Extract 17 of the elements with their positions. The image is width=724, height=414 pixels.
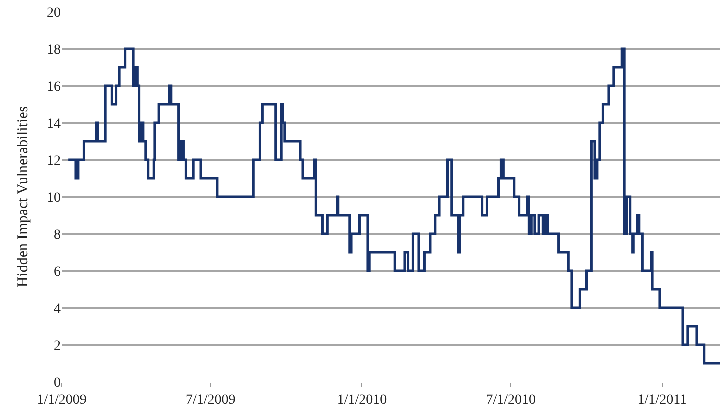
y-tick-label: 18 [47,42,61,58]
y-tick-label: 4 [54,302,61,317]
y-tick-label: 2 [54,338,61,354]
y-tick-label: 6 [54,264,61,280]
y-tick-label: 0 [54,376,61,391]
y-tick-label: 16 [47,80,61,95]
x-tick-label: 1/1/2009 [37,392,87,408]
y-axis-title: Hidden Impact Vulnerabilities [15,106,32,288]
y-tick-label: 12 [47,154,61,169]
x-tick-label: 7/1/2010 [486,392,536,408]
x-tick-label: 1/1/2010 [337,392,388,408]
y-tick-label: 10 [47,190,61,206]
y-tick-label: 8 [54,228,61,243]
x-tick-label: 7/1/2009 [186,392,236,408]
y-tick-label: 20 [47,6,61,21]
y-tick-label: 14 [47,116,61,132]
x-tick-label: 1/1/2011 [638,392,688,408]
